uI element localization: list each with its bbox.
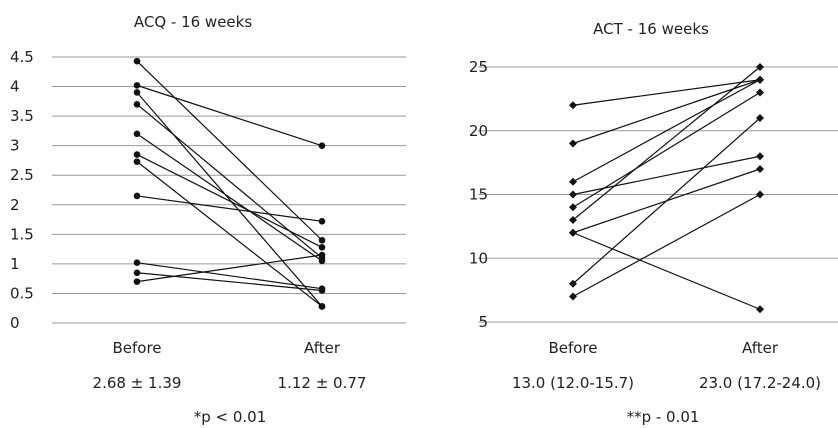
acq-data-point	[318, 142, 326, 149]
act-subject-line	[572, 79, 761, 145]
acq-subject-line	[136, 153, 323, 248]
acq-data-point	[133, 57, 141, 65]
act-data-point	[756, 165, 764, 173]
acq-data-point	[133, 192, 141, 200]
act-y-tick-label: 10	[469, 249, 488, 267]
acq-data-point	[318, 303, 326, 310]
acq-subject-line	[136, 92, 323, 307]
act-chart-title: ACT - 16 weeks	[593, 20, 709, 38]
act-y-axis: 5 10 15 20 25	[469, 58, 488, 331]
act-data-point	[569, 101, 577, 110]
act-data-point	[569, 216, 577, 224]
acq-y-tick-label: 1	[10, 255, 20, 273]
act-data-point	[569, 228, 577, 237]
act-p-value-note: **p - 0.01	[627, 408, 700, 426]
act-subject-line	[572, 155, 761, 196]
act-data-point	[569, 203, 577, 212]
acq-data-point	[318, 244, 326, 251]
acq-y-tick-label: 3.5	[10, 107, 34, 125]
acq-data-point	[133, 100, 141, 108]
act-data-point	[569, 139, 577, 148]
acq-data-point	[133, 278, 141, 285]
act-summary-after: 23.0 (17.2-24.0)	[699, 374, 821, 392]
act-x-label-before: Before	[548, 339, 597, 357]
acq-y-tick-label: 0.5	[10, 284, 34, 302]
acq-gridlines	[52, 56, 406, 324]
acq-data-point	[133, 259, 141, 267]
acq-chart-title: ACQ - 16 weeks	[134, 13, 252, 31]
act-y-tick-label: 25	[469, 58, 488, 76]
act-subject-line	[572, 91, 761, 208]
acq-data-point	[133, 130, 141, 138]
acq-data-point	[318, 287, 326, 294]
acq-p-value-note: *p < 0.01	[194, 408, 267, 426]
act-summary-before: 13.0 (12.0-15.7)	[512, 374, 634, 392]
act-subject-line	[572, 66, 761, 221]
acq-subject-line	[136, 161, 323, 307]
acq-subject-line	[136, 103, 323, 259]
acq-y-tick-label: 0	[10, 314, 20, 332]
acq-y-axis: 0 0.5 1 1.5 2 2.5 3 3.5 4 4.5	[10, 48, 34, 332]
act-panel: ACT - 16 weeks 5 10 15 20 25 Before After 13…	[469, 20, 838, 426]
act-data-point	[756, 75, 764, 84]
acq-subject-line	[136, 195, 323, 222]
act-gridlines	[478, 66, 838, 323]
act-data-point	[569, 292, 577, 301]
act-y-tick-label: 20	[469, 122, 488, 140]
acq-summary-before: 2.68 ± 1.39	[93, 374, 182, 392]
acq-data-point	[133, 151, 141, 158]
acq-summary-after: 1.12 ± 0.77	[278, 374, 367, 392]
acq-subject-line	[136, 262, 323, 290]
acq-y-tick-label: 1.5	[10, 225, 34, 243]
acq-subject-line	[136, 272, 323, 292]
act-data-point	[569, 177, 577, 186]
act-data-point	[756, 88, 764, 97]
act-subject-line	[572, 117, 761, 285]
act-data-point	[569, 279, 577, 288]
acq-x-label-before: Before	[112, 339, 161, 357]
acq-y-tick-label: 2	[10, 196, 20, 214]
acq-x-label-after: After	[304, 339, 341, 357]
acq-data-point	[133, 89, 141, 96]
acq-subject-line	[136, 84, 323, 147]
acq-data-point	[133, 269, 141, 277]
acq-series-lines	[136, 60, 323, 307]
act-data-point	[569, 190, 577, 199]
acq-data-point	[318, 236, 326, 244]
acq-y-tick-label: 4.5	[10, 48, 34, 66]
acq-data-point	[133, 158, 141, 165]
acq-subject-line	[136, 60, 323, 241]
act-data-point	[756, 63, 764, 71]
act-data-point	[756, 114, 764, 122]
act-series-points	[569, 63, 764, 314]
act-y-tick-label: 5	[478, 313, 488, 331]
acq-subject-line	[136, 133, 323, 262]
acq-panel: ACQ - 16 weeks 0 0.5 1 1.5 2 2.5 3 3.5 4 4.5 Befo…	[10, 13, 406, 426]
acq-data-point	[318, 218, 326, 225]
acq-subject-line	[136, 254, 323, 283]
act-subject-line	[572, 232, 761, 310]
acq-series-points	[133, 57, 326, 310]
act-data-point	[756, 305, 764, 314]
acq-data-point	[133, 82, 141, 89]
act-subject-line	[572, 79, 761, 106]
act-x-label-after: After	[742, 339, 779, 357]
act-subject-line	[572, 193, 761, 298]
acq-data-point	[318, 257, 326, 265]
acq-y-tick-label: 2.5	[10, 166, 34, 184]
act-data-point	[756, 152, 764, 161]
acq-data-point	[318, 251, 326, 259]
act-subject-line	[572, 79, 761, 183]
acq-y-tick-label: 4	[10, 78, 20, 96]
act-series-lines	[572, 66, 761, 310]
act-data-point	[756, 190, 764, 199]
acq-y-tick-label: 3	[10, 137, 20, 155]
act-y-tick-label: 15	[469, 186, 488, 204]
